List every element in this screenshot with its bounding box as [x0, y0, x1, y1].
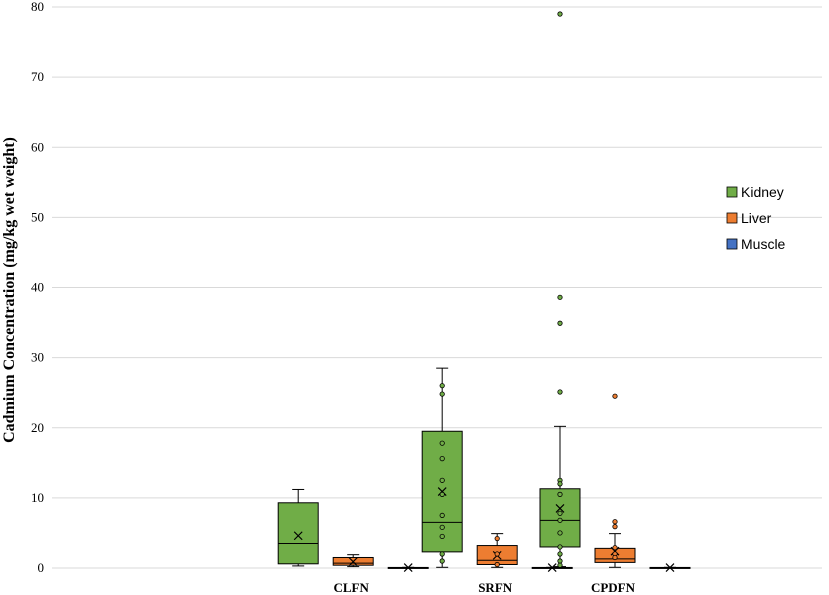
x-category-label: CLFN — [334, 580, 370, 595]
y-tick-label: 70 — [31, 69, 44, 84]
box-liver-clfn — [332, 554, 374, 568]
y-tick-label: 40 — [31, 280, 44, 295]
y-tick-label: 80 — [31, 0, 44, 14]
box-kidney-cpdfn — [539, 11, 581, 568]
data-point — [557, 389, 563, 395]
data-point — [439, 512, 445, 519]
data-point — [612, 554, 618, 561]
data-point — [439, 558, 445, 564]
data-point — [494, 535, 500, 542]
data-point — [557, 530, 563, 536]
legend-label-liver: Liver — [741, 210, 772, 226]
data-point — [439, 456, 445, 462]
legend-swatch-kidney — [726, 186, 738, 198]
data-point — [439, 383, 445, 389]
mean-marker — [555, 503, 565, 513]
x-category-label: CPDFN — [591, 580, 636, 595]
legend-label-kidney: Kidney — [741, 184, 784, 200]
y-tick-label: 0 — [38, 560, 45, 575]
box-kidney-clfn — [277, 488, 319, 567]
legend-swatch-muscle — [726, 238, 738, 250]
gridlines — [52, 6, 822, 569]
legend-label-muscle: Muscle — [741, 236, 786, 252]
box-kidney-srfn — [421, 367, 463, 568]
x-category-label: SRFN — [478, 580, 513, 595]
data-point — [557, 562, 563, 568]
data-point — [557, 294, 563, 300]
y-tick-label: 20 — [31, 420, 44, 435]
box-liver-srfn — [476, 533, 518, 568]
data-point — [557, 558, 563, 564]
data-point — [439, 477, 445, 483]
data-point — [557, 517, 563, 523]
data-point — [494, 561, 500, 568]
data-point — [439, 391, 445, 397]
data-point — [612, 524, 618, 530]
data-point — [557, 481, 563, 487]
box-muscle-cpdfn — [649, 563, 691, 573]
data-point — [612, 519, 618, 525]
box-body — [277, 502, 319, 565]
y-tick-labels: 0 10 20 30 40 50 60 70 80 — [31, 0, 44, 575]
data-point — [557, 320, 563, 326]
box-muscle-srfn — [531, 563, 573, 573]
box-liver-cpdfn — [594, 393, 636, 568]
mean-marker — [403, 563, 413, 573]
box-plots — [277, 11, 691, 573]
mean-marker — [547, 563, 557, 573]
data-point — [557, 551, 563, 557]
legend-swatch-liver — [726, 212, 738, 224]
y-tick-label: 10 — [31, 490, 44, 505]
data-point — [557, 510, 563, 516]
data-point — [439, 533, 445, 540]
data-point — [439, 524, 445, 530]
box-muscle-clfn — [387, 563, 429, 573]
data-point — [612, 393, 618, 399]
y-axis-label: Cadmium Concentration (mg/kg wet weight) — [1, 137, 18, 443]
y-tick-label: 60 — [31, 139, 44, 154]
data-point — [439, 440, 445, 446]
mean-marker — [293, 531, 303, 541]
y-tick-label: 50 — [31, 209, 44, 224]
data-point — [557, 11, 563, 17]
data-point — [494, 551, 500, 557]
legend: Kidney Liver Muscle — [726, 184, 786, 252]
data-point — [557, 544, 563, 550]
data-point — [612, 545, 618, 551]
x-category-labels: CLFN SRFN CPDFN — [334, 580, 636, 595]
mean-marker — [437, 487, 447, 496]
data-point — [557, 491, 563, 497]
mean-marker — [610, 546, 620, 556]
mean-marker — [665, 563, 675, 573]
mean-marker — [348, 557, 358, 567]
y-tick-label: 30 — [31, 350, 44, 365]
data-point — [439, 491, 445, 497]
data-point — [439, 551, 445, 557]
